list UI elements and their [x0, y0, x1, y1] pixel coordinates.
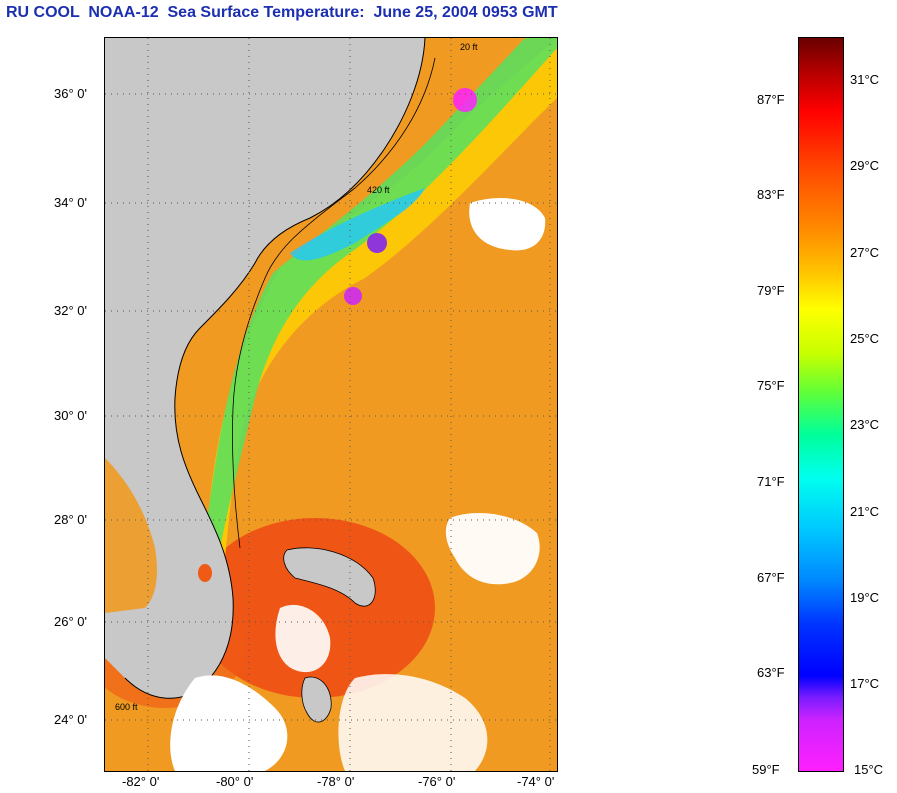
cool-eddy	[290, 188, 425, 261]
cb-c-19: 19°C	[850, 590, 880, 605]
coastal-cool-band	[205, 38, 557, 548]
cb-f-83: 83°F	[757, 187, 785, 202]
lat-label-36: 36° 0'	[54, 86, 87, 101]
cb-c-25: 25°C	[850, 331, 880, 346]
lat-label-32: 32° 0'	[54, 303, 87, 318]
lake-okeechobee	[198, 564, 212, 582]
cb-c-31: 31°C	[850, 72, 880, 87]
lat-label-30: 30° 0'	[54, 408, 87, 423]
lon-label-74: -74° 0'	[517, 774, 555, 789]
cold-patch-mid	[367, 233, 387, 253]
isobath-label-20: 20 ft	[460, 42, 478, 52]
chart-title: RU COOL NOAA-12 Sea Surface Temperature:…	[6, 4, 558, 21]
temperature-colorbar	[798, 37, 844, 772]
cb-f-87: 87°F	[757, 92, 785, 107]
cloud-patch-3	[275, 604, 331, 673]
sst-map-graphic: 20 ft 420 ft 600 ft	[105, 38, 557, 771]
warm-core-region	[195, 518, 435, 698]
lat-label-34: 34° 0'	[54, 195, 87, 210]
cloud-patch-1	[469, 198, 546, 251]
graticule	[105, 38, 557, 771]
isobath-label-600: 600 ft	[115, 702, 138, 712]
cold-patch-south	[344, 287, 362, 305]
cold-patch-north	[453, 88, 477, 112]
cb-f-59: 59°F	[752, 762, 780, 777]
lon-label-78: -78° 0'	[317, 774, 355, 789]
isobath-label-420: 420 ft	[367, 185, 390, 195]
cb-f-75: 75°F	[757, 378, 785, 393]
bahamas-islands-north	[283, 547, 376, 607]
isobath-contour	[232, 57, 436, 549]
lat-label-26: 26° 0'	[54, 614, 87, 629]
cb-f-79: 79°F	[757, 283, 785, 298]
cloud-patch-2	[445, 513, 540, 585]
lat-label-24: 24° 0'	[54, 712, 87, 727]
cb-c-21: 21°C	[850, 504, 880, 519]
cb-f-67: 67°F	[757, 570, 785, 585]
cloud-patch-5	[338, 674, 488, 771]
sst-map: 20 ft 420 ft 600 ft	[104, 37, 558, 772]
bahamas-islands-south	[301, 676, 332, 723]
lon-label-76: -76° 0'	[418, 774, 456, 789]
lon-label-82: -82° 0'	[122, 774, 160, 789]
lon-label-80: -80° 0'	[216, 774, 254, 789]
land-mainland	[105, 38, 425, 699]
cb-c-29: 29°C	[850, 158, 880, 173]
cb-f-63: 63°F	[757, 665, 785, 680]
coastal-warm-band	[205, 38, 557, 558]
lat-label-28: 28° 0'	[54, 512, 87, 527]
cb-c-23: 23°C	[850, 417, 880, 432]
cb-c-27: 27°C	[850, 245, 880, 260]
cb-c-17: 17°C	[850, 676, 880, 691]
cb-f-71: 71°F	[757, 474, 785, 489]
cloud-patch-4	[170, 675, 288, 771]
cb-c-15: 15°C	[854, 762, 884, 777]
coastline	[124, 38, 426, 699]
gulf-water	[105, 458, 157, 613]
